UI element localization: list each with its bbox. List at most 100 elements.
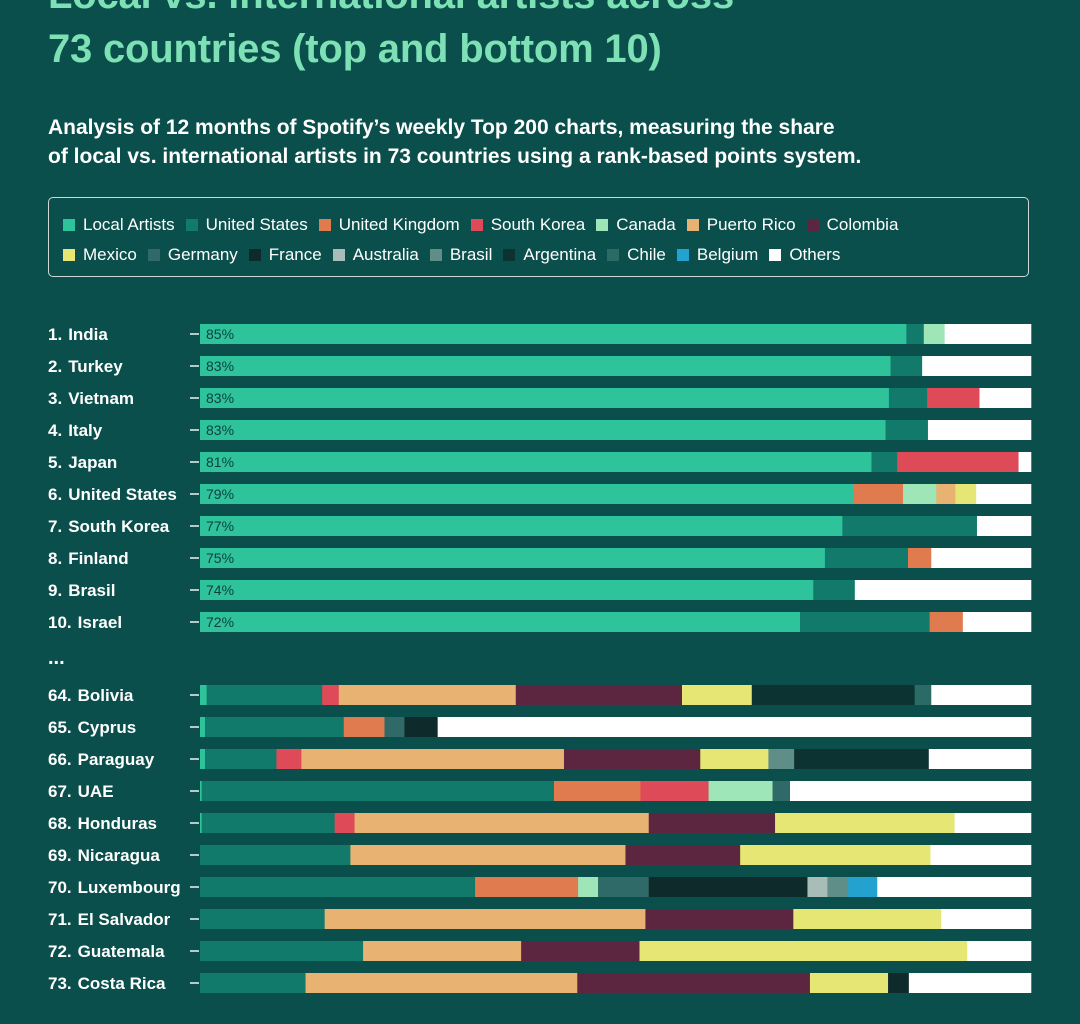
legend-item: Belgium — [676, 245, 758, 265]
chart-title: Local vs. international artists across 7… — [48, 0, 734, 76]
rank-label: 70. — [48, 878, 72, 897]
bar-segment-argentina — [751, 685, 915, 705]
rank-label: 9. — [48, 581, 62, 600]
bar-segment-united-kingdom — [853, 484, 904, 504]
bar-segment-united-states — [888, 388, 928, 408]
legend: Local Artists United States United Kingdom… — [48, 197, 1029, 277]
bar-segment-puerto-rico — [338, 685, 517, 705]
legend-swatch — [147, 249, 160, 261]
bar-row: 5. Japan 81% — [48, 452, 1032, 472]
bar-segment-others — [922, 356, 1032, 376]
country-label: Finland — [68, 549, 128, 568]
bar-segment-united-states — [842, 516, 978, 536]
legend-swatch — [63, 249, 75, 261]
bar-segment-others — [967, 941, 1032, 961]
value-label: 83% — [206, 390, 234, 406]
top10-group: 1. India 85% 2. Turkey 83% 3. Vietnam 83% 4. Italy… — [48, 324, 1032, 632]
legend-label: Germany — [167, 245, 238, 264]
row-label: 3. Vietnam — [48, 389, 134, 408]
legend-item: Others — [769, 245, 840, 265]
rank-label: 72. — [48, 942, 72, 961]
legend-item: Australia — [332, 245, 419, 265]
bar-segment-france — [404, 717, 438, 737]
bar-row: 66. Paraguay — [48, 749, 1032, 769]
legend-item: United States — [185, 215, 308, 235]
bar-segment-united-states — [200, 909, 325, 929]
bar-segment-local-artists — [200, 685, 207, 705]
row-label: 65. Cyprus — [48, 718, 136, 737]
bar-row: 4. Italy 83% — [48, 420, 1032, 440]
bar-segment-local-artists — [200, 717, 206, 737]
legend-label: Others — [789, 245, 841, 264]
legend-row: Mexico Germany France Australia Brasil Argent… — [63, 240, 1028, 270]
legend-item: Germany — [147, 245, 238, 265]
rank-label: 2. — [48, 357, 62, 376]
bar-segment-united-states — [206, 685, 323, 705]
bar-segment-united-states — [200, 973, 306, 993]
bar-segment-puerto-rico — [354, 813, 650, 833]
row-label: 1. India — [48, 325, 108, 344]
legend-label: Canada — [616, 215, 676, 234]
bar-segment-chile — [914, 685, 932, 705]
legend-label: Puerto Rico — [706, 215, 796, 234]
bar-segment-united-states — [204, 749, 277, 769]
row-label: 10. Israel — [48, 613, 122, 632]
row-label: 66. Paraguay — [48, 750, 155, 769]
legend-item: Puerto Rico — [686, 215, 796, 235]
bar-row: 65. Cyprus — [48, 717, 1032, 737]
rank-label: 64. — [48, 686, 72, 705]
country-label: UAE — [78, 782, 114, 801]
row-label: 8. Finland — [48, 549, 129, 568]
country-label: Italy — [68, 421, 103, 440]
value-label: 81% — [206, 454, 234, 470]
legend-item: Local Artists — [63, 215, 175, 235]
bar-segment-local-artists — [200, 781, 202, 801]
bar-row: 10. Israel 72% — [48, 612, 1032, 632]
legend-item: France — [248, 245, 322, 265]
bar-segment-others — [931, 548, 1032, 568]
bar-segment-mexico — [775, 813, 955, 833]
bar-segment-united-states — [906, 324, 925, 344]
legend-swatch — [332, 249, 345, 261]
legend-label: Colombia — [826, 215, 899, 234]
bar-segment-colombia — [648, 813, 776, 833]
legend-label: Local Artists — [83, 215, 175, 234]
rank-label: 5. — [48, 453, 62, 472]
bar-segment-others — [976, 516, 1032, 536]
value-label: 79% — [206, 486, 234, 502]
legend-item: Colombia — [806, 215, 899, 235]
bar-segment-colombia — [521, 941, 640, 961]
bar-segment-others — [854, 580, 1032, 600]
row-label: 68. Honduras — [48, 814, 157, 833]
country-label: Luxembourg — [78, 878, 181, 897]
bar-segment-canada — [708, 781, 773, 801]
bar-segment-local-artists — [200, 813, 202, 833]
bar-segment-local-artists — [200, 452, 872, 472]
bar-segment-others — [790, 781, 1032, 801]
country-label: Nicaragua — [78, 846, 161, 865]
bar-segment-colombia — [563, 749, 701, 769]
bottom10-group: 64. Bolivia 65. Cyprus 66. Paraguay 67. UAE 68. H… — [48, 685, 1032, 993]
bar-row: 9. Brasil 74% — [48, 580, 1032, 600]
legend-swatch — [596, 219, 609, 231]
bar-row: 3. Vietnam 83% — [48, 388, 1032, 408]
bar-row: 68. Honduras — [48, 813, 1032, 833]
legend-label: Australia — [352, 245, 419, 264]
rank-label: 71. — [48, 910, 72, 929]
legend-swatch — [318, 219, 331, 231]
bar-row: 67. UAE — [48, 781, 1032, 801]
bar-segment-puerto-rico — [301, 749, 565, 769]
row-label: 72. Guatemala — [48, 942, 165, 961]
bar-row: 1. India 85% — [48, 324, 1032, 344]
value-label: 83% — [206, 422, 234, 438]
legend-item: Chile — [607, 245, 666, 265]
bar-segment-puerto-rico — [305, 973, 578, 993]
rank-label: 66. — [48, 750, 72, 769]
bar-segment-south-korea — [927, 388, 980, 408]
rank-label: 6. — [48, 485, 62, 504]
country-label: Japan — [68, 453, 117, 472]
bar-segment-united-states — [885, 420, 929, 440]
bar-segment-colombia — [625, 845, 741, 865]
chart-title-line2: 73 countries (top and bottom 10) — [48, 27, 662, 71]
bar-segment-united-states — [813, 580, 856, 600]
